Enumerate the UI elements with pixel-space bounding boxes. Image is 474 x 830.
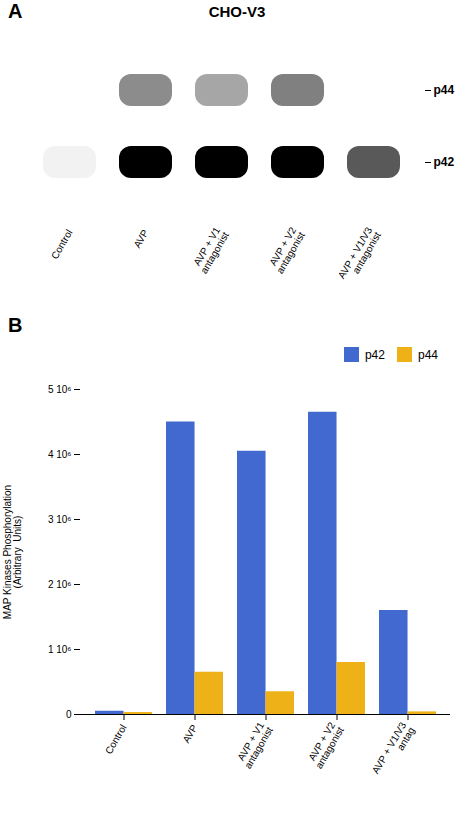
svg-text:Control: Control [103, 723, 129, 756]
svg-text:2 10⁶: 2 10⁶ [48, 579, 72, 590]
svg-text:AVP + V1antagonist: AVP + V1antagonist [234, 720, 275, 771]
svg-text:p44: p44 [434, 83, 455, 97]
svg-text:AVP + V1/V3antag: AVP + V1/V3antag [370, 720, 417, 781]
html-text:A: A [8, 0, 23, 22]
svg-text:3 10⁶: 3 10⁶ [48, 514, 72, 525]
svg-text:0: 0 [66, 709, 72, 720]
html-text:B: B [8, 314, 23, 336]
svg-text:AVP: AVP [131, 227, 150, 249]
svg-text:AVP + V2antagonist: AVP + V2antagonist [266, 225, 307, 276]
svg-text:4 10⁶: 4 10⁶ [48, 449, 72, 460]
svg-text:AVP + V1antagonist: AVP + V1antagonist [190, 225, 231, 276]
svg-text:AVP + V1/V3antagonist: AVP + V1/V3antagonist [336, 225, 383, 286]
svg-text:AVP + V2antagonist: AVP + V2antagonist [305, 720, 346, 771]
html-text:CHO-V3: CHO-V3 [208, 3, 266, 20]
svg-text:AVP: AVP [180, 722, 199, 744]
svg-text:Control: Control [49, 228, 75, 261]
svg-text:p42: p42 [434, 155, 455, 169]
svg-text:1 10⁶: 1 10⁶ [48, 644, 72, 655]
svg-text:5 10⁶: 5 10⁶ [48, 384, 72, 395]
html-text:p44: p44 [418, 347, 438, 362]
html-text:p42: p42 [364, 347, 385, 362]
svg-text:MAP Kinases Phosphorylation(Ar: MAP Kinases Phosphorylation(Arbitrary Un… [2, 485, 23, 619]
